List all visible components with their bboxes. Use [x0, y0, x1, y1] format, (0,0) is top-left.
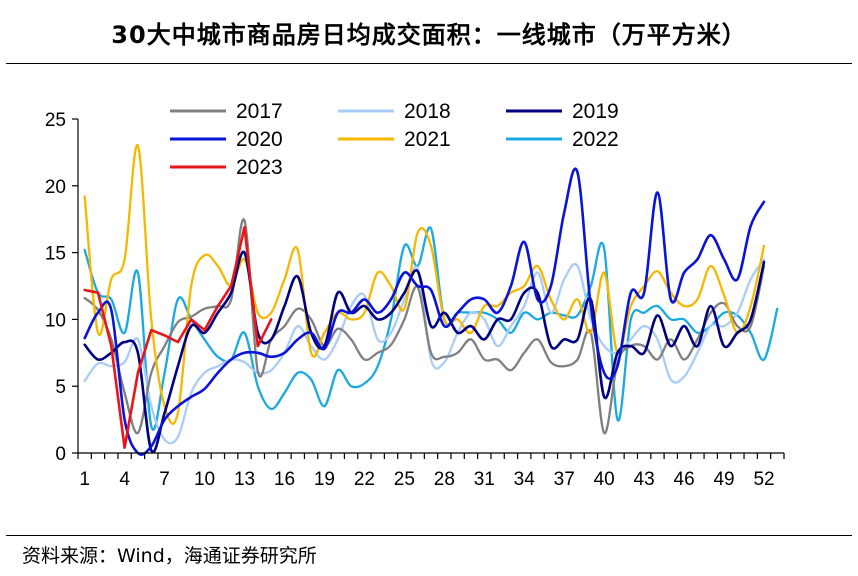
- x-tick-label: 37: [554, 469, 575, 490]
- x-tick-label: 46: [674, 469, 695, 490]
- series-line-2023: [83, 225, 273, 449]
- series-line-2019: [83, 250, 766, 454]
- y-tick-label: 25: [45, 110, 66, 131]
- series-line-2020: [83, 167, 766, 456]
- x-tick-label: 16: [274, 469, 295, 490]
- y-tick-label: 10: [45, 310, 66, 331]
- x-tick-label: 25: [394, 469, 415, 490]
- legend-item-2020: 2020: [170, 128, 283, 151]
- legend-label: 2021: [404, 128, 451, 151]
- legend-label: 2019: [572, 100, 619, 123]
- series-line-2021: [83, 144, 766, 425]
- x-tick-label: 31: [474, 469, 495, 490]
- x-tick-label: 28: [434, 469, 455, 490]
- legend-item-2021: 2021: [338, 128, 451, 151]
- y-tick-label: 5: [55, 377, 66, 398]
- axes: 0 5 10 15 20 25 1 4 7 10 13 16 19 22 25 28 31 34 37 40 43 46 4…: [45, 110, 785, 490]
- legend-label: 2017: [236, 100, 283, 123]
- legend-item-2022: 2022: [506, 128, 619, 151]
- y-tick-label: 0: [55, 444, 66, 465]
- x-tick-label: 4: [119, 469, 130, 490]
- legend-item-2019: 2019: [506, 100, 619, 123]
- legend-label: 2018: [404, 100, 451, 123]
- chart-title: 30大中城市商品房日均成交面积：一线城市（万平方米）: [111, 21, 747, 49]
- x-tick-label: 34: [514, 469, 536, 490]
- x-tick-label: 10: [194, 469, 215, 490]
- series-line-2018: [83, 258, 766, 445]
- line-chart: 2017 2018 2019 2020 2021 2022 2023 0 5 10 15 20 25 1…: [45, 100, 785, 490]
- legend-item-2017: 2017: [170, 100, 283, 123]
- x-tick-label: 13: [234, 469, 255, 490]
- series-layer: [83, 144, 779, 456]
- footer-divider: [6, 535, 852, 536]
- legend-label: 2022: [572, 128, 619, 151]
- title-divider: [6, 63, 852, 64]
- x-tick-label: 49: [713, 469, 734, 490]
- source-note: 资料来源：Wind，海通证券研究所: [22, 545, 317, 567]
- legend: 2017 2018 2019 2020 2021 2022 2023: [170, 100, 619, 179]
- x-tick-label: 43: [634, 469, 655, 490]
- legend-label: 2023: [236, 156, 283, 179]
- x-tick-label: 52: [753, 469, 774, 490]
- y-tick-label: 15: [45, 244, 66, 265]
- x-tick-label: 40: [594, 469, 615, 490]
- x-tick-label: 22: [354, 469, 375, 490]
- legend-label: 2020: [236, 128, 283, 151]
- y-tick-label: 20: [45, 177, 66, 198]
- x-tick-label: 7: [159, 469, 170, 490]
- x-tick-label: 19: [314, 469, 335, 490]
- legend-item-2023: 2023: [170, 156, 283, 179]
- x-tick-label: 1: [79, 469, 90, 490]
- legend-item-2018: 2018: [338, 100, 451, 123]
